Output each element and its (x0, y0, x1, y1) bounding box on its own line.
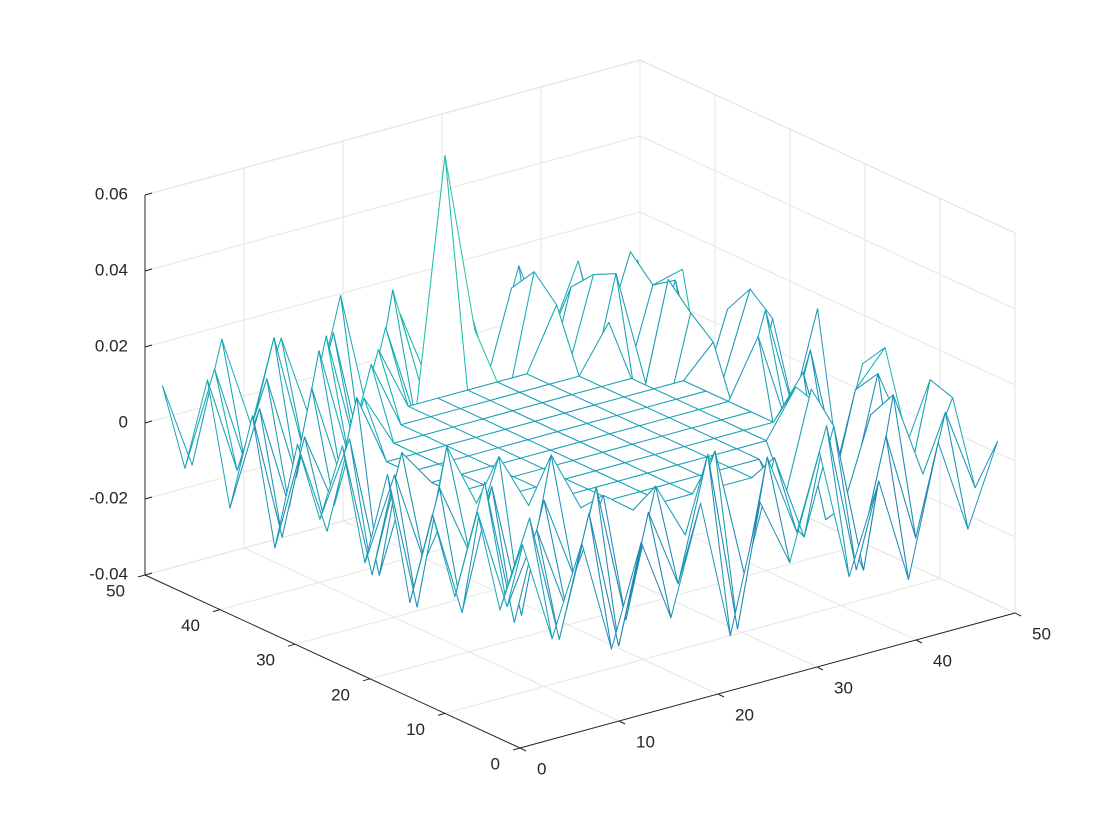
z-tick-label: -0.04 (89, 564, 128, 583)
x-tick-mark (717, 693, 725, 698)
grid-line (639, 211, 1016, 386)
y-tick-mark (212, 609, 221, 613)
y-tick-label: 20 (331, 685, 350, 704)
mesh-cell (499, 517, 553, 640)
z-tick-label: 0.02 (95, 336, 128, 355)
y-tick-mark (512, 747, 521, 751)
y-axis-line (144, 574, 521, 749)
y-tick-label: 40 (181, 616, 200, 635)
grid-line (639, 59, 1016, 234)
grid-line (144, 211, 641, 348)
y-tick-mark (437, 712, 446, 716)
x-tick-mark (1014, 612, 1022, 617)
z-tick-label: 0 (119, 412, 128, 431)
z-tick-mark (144, 572, 153, 576)
y-tick-label: 0 (491, 754, 500, 773)
x-tick-label: 50 (1032, 624, 1051, 643)
z-tick-mark (144, 192, 153, 196)
x-tick-mark (816, 666, 824, 671)
z-tick-mark (144, 496, 153, 500)
y-tick-mark (362, 678, 371, 682)
y-tick-label: 50 (106, 581, 125, 600)
z-tick-label: 0.04 (95, 260, 128, 279)
z-tick-mark (144, 344, 153, 348)
y-tick-mark (287, 643, 296, 647)
x-tick-mark (519, 747, 527, 752)
grid-line (639, 135, 1016, 310)
z-tick-mark (144, 268, 153, 272)
x-tick-label: 40 (933, 651, 952, 670)
grid-line (144, 59, 641, 196)
z-tick-mark (144, 420, 153, 424)
x-tick-label: 20 (735, 705, 754, 724)
grid-line (444, 577, 941, 714)
x-tick-label: 0 (537, 759, 546, 778)
y-tick-label: 30 (256, 651, 275, 670)
grid-line (243, 547, 620, 722)
z-tick-label: -0.02 (89, 488, 128, 507)
z-tick-label: 0.06 (95, 184, 128, 203)
x-tick-mark (618, 720, 626, 725)
y-tick-label: 10 (406, 720, 425, 739)
x-tick-mark (915, 639, 923, 644)
x-tick-label: 10 (636, 732, 655, 751)
y-tick-mark (137, 574, 146, 578)
grid-line (144, 135, 641, 272)
x-axis-line (519, 612, 1016, 749)
x-tick-label: 30 (834, 678, 853, 697)
